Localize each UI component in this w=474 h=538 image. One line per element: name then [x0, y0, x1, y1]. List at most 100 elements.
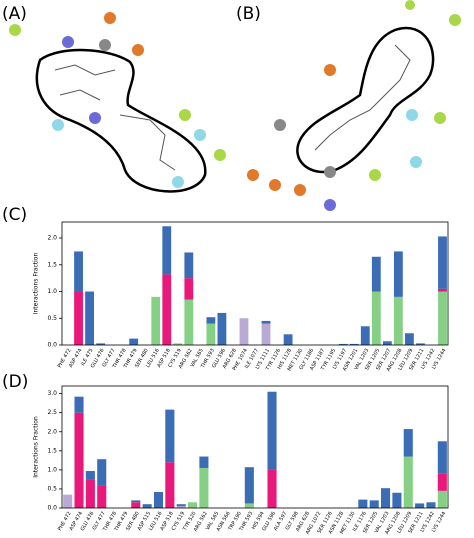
bar-segment: [162, 226, 172, 275]
residue: [405, 0, 415, 10]
bar-segment: [142, 504, 152, 508]
residue: [434, 112, 446, 124]
plot-frame: [61, 221, 449, 346]
bar-segment: [199, 456, 209, 468]
bar-segment: [173, 343, 183, 345]
y-tick-label: 1.0: [47, 288, 57, 295]
panel-label: (A): [2, 4, 27, 24]
bar-segment: [184, 278, 194, 300]
panel-label: (C): [2, 205, 27, 225]
bar-segment: [437, 490, 447, 508]
residue: [294, 184, 306, 196]
y-tick-label: 1.0: [47, 466, 57, 473]
bar-segment: [415, 503, 425, 508]
bar-segment: [382, 341, 392, 345]
bar-segment: [369, 500, 379, 508]
bar-segment: [360, 326, 370, 345]
bar-segment: [371, 256, 381, 292]
bar-segment: [131, 502, 141, 508]
bar-segment: [162, 274, 172, 345]
residue: [410, 156, 422, 168]
residue: [62, 36, 74, 48]
y-axis-label: Interactions Fraction: [33, 253, 40, 315]
residue: [449, 14, 461, 26]
y-tick-label: 1.5: [47, 447, 57, 454]
bar-segment: [85, 291, 94, 345]
bar-segment: [283, 334, 293, 345]
plot-frame: [61, 385, 449, 509]
ligand-diagram-b: [247, 0, 461, 211]
bar-segment: [261, 323, 271, 345]
ligand-diagram-a: [9, 12, 226, 193]
residue: [172, 176, 184, 188]
bar-segment: [129, 338, 139, 345]
bar-segment: [188, 502, 198, 508]
bar-segment: [206, 317, 216, 324]
bar-segment: [438, 288, 447, 292]
bar-segment: [184, 299, 194, 345]
bar-segment: [63, 494, 73, 508]
bar-segment: [165, 409, 175, 463]
bar-segment: [437, 441, 447, 474]
residue: [214, 149, 226, 161]
bar-segment: [404, 333, 414, 345]
residue: [324, 199, 336, 211]
bar-segment: [392, 492, 402, 508]
bar-segment: [349, 343, 359, 345]
bar-segment: [381, 488, 391, 508]
bar-segment: [97, 459, 107, 486]
panel-label: (B): [236, 4, 261, 24]
bar-segment: [131, 500, 141, 503]
y-tick-label: 1.5: [47, 261, 57, 268]
residue: [269, 179, 281, 191]
residue: [324, 64, 336, 76]
bar-segment: [403, 429, 413, 457]
bar-segment: [393, 251, 403, 297]
bar-segment: [426, 502, 436, 508]
bar-segment: [267, 391, 277, 470]
bar-segment: [358, 499, 368, 508]
residue: [52, 119, 64, 131]
residue: [406, 109, 418, 121]
y-tick-label: 2.0: [47, 235, 57, 242]
bar-segment: [97, 485, 107, 508]
bar-segment: [217, 312, 227, 345]
bar-segment: [267, 469, 277, 508]
bar-segment: [96, 343, 106, 345]
bar-segment: [393, 296, 403, 345]
y-axis-label: Interactions Fraction: [33, 416, 40, 478]
bar-segment: [151, 296, 161, 345]
bar-segment: [403, 456, 413, 508]
outline: [35, 48, 207, 193]
bar-segment: [416, 343, 425, 345]
bar-segment: [176, 506, 186, 508]
bar-segment: [85, 479, 95, 508]
bar-segment: [74, 291, 83, 345]
y-tick-label: 2.0: [47, 428, 57, 435]
bar-segment: [199, 467, 209, 508]
residue: [194, 129, 206, 141]
ion: [274, 119, 286, 131]
bar-segment: [244, 467, 254, 504]
y-tick-label: 0.5: [47, 315, 57, 322]
bar-segment: [239, 318, 249, 345]
residue: [9, 24, 21, 36]
outline: [296, 26, 435, 173]
bar-segment: [338, 343, 348, 345]
bar-segment: [184, 252, 194, 279]
bar-segment: [438, 236, 447, 289]
bar-segment: [438, 291, 447, 345]
y-tick-label: 2.5: [47, 409, 57, 416]
residue: [104, 12, 116, 24]
bar-segment: [74, 396, 84, 413]
ion: [324, 166, 336, 178]
bar-segment: [206, 323, 216, 345]
residue: [179, 109, 191, 121]
bar-segment: [244, 503, 254, 508]
ion: [99, 39, 111, 51]
y-tick-label: 0.0: [47, 505, 57, 512]
bar-segment: [153, 491, 164, 508]
y-tick-label: 0.5: [47, 485, 57, 492]
bar-segment: [371, 291, 381, 345]
